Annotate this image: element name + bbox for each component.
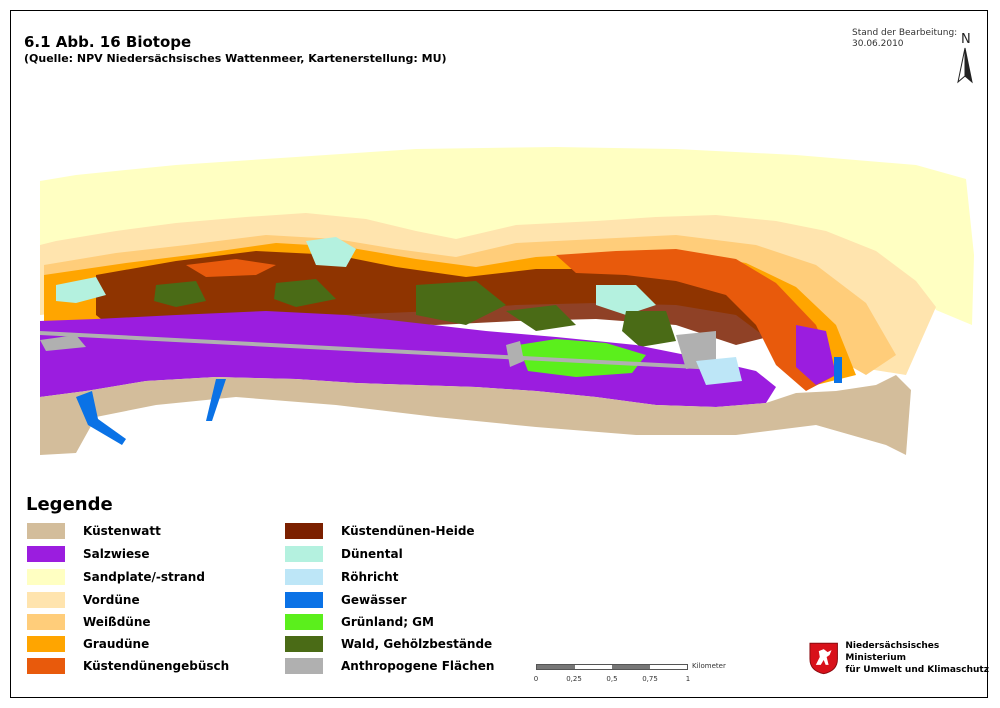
legend-title: Legende	[26, 494, 113, 515]
scale-segment	[649, 665, 687, 669]
scale-segment	[574, 665, 612, 669]
legend-swatch	[27, 592, 65, 608]
legend-item-gebuesch: Küstendünengebüsch	[27, 657, 229, 675]
scale-tick-label: 1	[685, 675, 691, 683]
scale-segment	[537, 665, 575, 669]
legend-swatch	[285, 569, 323, 585]
legend-item-weissduene: Weißdüne	[27, 613, 151, 631]
biotope-map	[40, 147, 974, 455]
scale-tick-label: 0	[533, 675, 539, 683]
legend-label: Küstendünen-Heide	[341, 524, 475, 538]
legend-swatch	[27, 523, 65, 539]
legend-item-gruenland: Grünland; GM	[285, 613, 434, 631]
map-wald	[154, 279, 676, 347]
legend-swatch	[27, 546, 65, 562]
legend-label: Salzwiese	[83, 547, 150, 561]
legend-swatch	[285, 658, 323, 674]
legend-label: Grünland; GM	[341, 615, 434, 629]
legend-item-graudune: Graudüne	[27, 635, 149, 653]
map-roehricht	[696, 357, 742, 385]
legend-item-anthropogen: Anthropogene Flächen	[285, 657, 494, 675]
scale-bar	[536, 664, 688, 670]
legend-swatch	[285, 546, 323, 562]
edit-status-label: Stand der Bearbeitung:	[852, 28, 958, 38]
legend-label: Röhricht	[341, 570, 399, 584]
legend-swatch	[27, 636, 65, 652]
legend-label: Anthropogene Flächen	[341, 659, 495, 673]
map-gruenland	[518, 339, 646, 377]
scale-tick-label: 0,25	[566, 675, 582, 683]
scale-tick-label: 0,75	[642, 675, 658, 683]
lower-saxony-horse-icon	[809, 642, 838, 675]
map-title: 6.1 Abb. 16 Biotope	[24, 33, 192, 51]
legend-swatch	[285, 592, 323, 608]
legend-item-gewaesser: Gewässer	[285, 591, 407, 609]
legend-swatch	[285, 523, 323, 539]
map-source: (Quelle: NPV Niedersächsisches Wattenmee…	[24, 52, 447, 65]
legend-item-roehricht: Röhricht	[285, 568, 398, 586]
legend-label: Sandplate/-strand	[83, 570, 205, 584]
legend-label: Gewässer	[341, 593, 407, 607]
legend-label: Küstendünengebüsch	[83, 659, 230, 673]
legend-label: Vordüne	[83, 593, 140, 607]
scale-segment	[612, 665, 650, 669]
legend-swatch	[285, 614, 323, 630]
legend-item-duenental: Dünental	[285, 545, 403, 563]
ministry-logo: Niedersächsisches Ministerium für Umwelt…	[808, 640, 1000, 676]
map-kuestenwatt	[40, 375, 911, 455]
legend-swatch	[27, 614, 65, 630]
map-duenental	[56, 237, 656, 315]
map-anthropogen	[40, 331, 736, 371]
map-gebuesch	[186, 249, 836, 391]
north-label: N	[961, 32, 971, 47]
legend-swatch	[27, 658, 65, 674]
legend-label: Wald, Gehölzbestände	[341, 637, 493, 651]
legend-item-kuestenwatt: Küstenwatt	[27, 522, 161, 540]
ministry-name-line2: für Umwelt und Klimaschutz	[845, 665, 989, 675]
map-sandplate	[40, 147, 974, 325]
scale-tick-label: 0,5	[606, 675, 618, 683]
legend-label: Weißdüne	[83, 615, 151, 629]
map-gewaesser	[76, 357, 842, 445]
edit-status: Stand der Bearbeitung: 30.06.2010	[852, 28, 957, 50]
legend-item-vorduene: Vordüne	[27, 591, 140, 609]
north-arrow-icon	[957, 47, 973, 84]
ministry-name-line1: Niedersächsisches Ministerium	[845, 641, 940, 663]
legend-label: Dünental	[341, 547, 403, 561]
legend-swatch	[27, 569, 65, 585]
legend-item-salzwiese: Salzwiese	[27, 545, 149, 563]
legend-label: Graudüne	[83, 637, 150, 651]
edit-status-date: 30.06.2010	[852, 39, 904, 49]
map-salzwiese	[40, 311, 836, 407]
map-frame	[10, 10, 988, 698]
legend-swatch	[285, 636, 323, 652]
scale-unit-label: Kilometer	[692, 662, 726, 670]
legend-item-wald: Wald, Gehölzbestände	[285, 635, 492, 653]
legend-item-heide: Küstendünen-Heide	[285, 522, 475, 540]
legend-item-sandplate: Sandplate/-strand	[27, 568, 205, 586]
legend-label: Küstenwatt	[83, 524, 161, 538]
